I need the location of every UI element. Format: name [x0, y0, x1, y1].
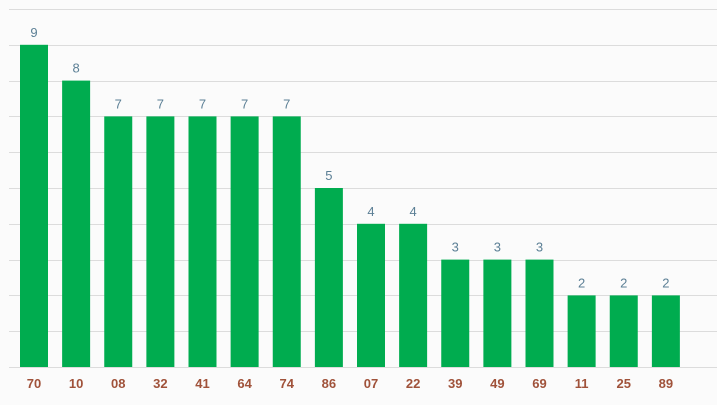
value-label-74: 7: [283, 96, 290, 111]
bar-70: [20, 44, 48, 368]
bar-11: [567, 295, 596, 367]
value-label-22: 4: [410, 204, 417, 219]
value-label-07: 4: [367, 204, 374, 219]
category-label-39: 39: [448, 376, 462, 391]
value-label-11: 2: [578, 275, 585, 290]
category-label-70: 70: [27, 376, 41, 391]
value-label-32: 7: [157, 96, 164, 111]
bar-25: [609, 295, 638, 367]
category-label-08: 08: [111, 376, 125, 391]
value-label-25: 2: [620, 275, 627, 290]
category-label-10: 10: [69, 376, 83, 391]
bar-39: [441, 259, 470, 367]
value-label-86: 5: [325, 168, 332, 183]
value-label-89: 2: [662, 275, 669, 290]
category-label-49: 49: [490, 376, 504, 391]
bar-41: [188, 116, 217, 368]
category-label-86: 86: [322, 376, 336, 391]
bar-89: [651, 295, 680, 367]
bar-69: [525, 259, 554, 367]
category-label-22: 22: [406, 376, 420, 391]
value-label-41: 7: [199, 96, 206, 111]
category-labels: 70 10 08 32 41 64 74 86 07 22 39 49 69 11 25 89: [27, 376, 673, 391]
category-label-41: 41: [195, 376, 209, 391]
category-label-69: 69: [532, 376, 546, 391]
bar-74: [272, 116, 301, 368]
category-label-89: 89: [659, 376, 673, 391]
bar-49: [483, 259, 512, 367]
bar-86: [314, 188, 343, 367]
bar-07: [357, 223, 385, 367]
bars: [20, 44, 680, 368]
value-label-70: 9: [30, 25, 37, 40]
value-label-64: 7: [241, 96, 248, 111]
value-label-08: 7: [115, 96, 122, 111]
category-label-11: 11: [575, 376, 589, 391]
bar-10: [62, 80, 91, 367]
value-label-69: 3: [536, 240, 543, 255]
category-label-74: 74: [280, 376, 295, 391]
bar-64: [230, 116, 259, 368]
bar-32: [146, 116, 175, 368]
category-label-25: 25: [617, 376, 631, 391]
category-label-64: 64: [237, 376, 252, 391]
bar-22: [399, 223, 428, 367]
value-label-49: 3: [494, 240, 501, 255]
category-label-07: 07: [364, 376, 378, 391]
bar-08: [104, 116, 133, 368]
value-labels: 9 8 7 7 7 7 7 5 4 4 3 3 3 2 2 2: [30, 25, 669, 291]
value-label-10: 8: [73, 61, 80, 76]
category-label-32: 32: [153, 376, 167, 391]
value-label-39: 3: [452, 240, 459, 255]
